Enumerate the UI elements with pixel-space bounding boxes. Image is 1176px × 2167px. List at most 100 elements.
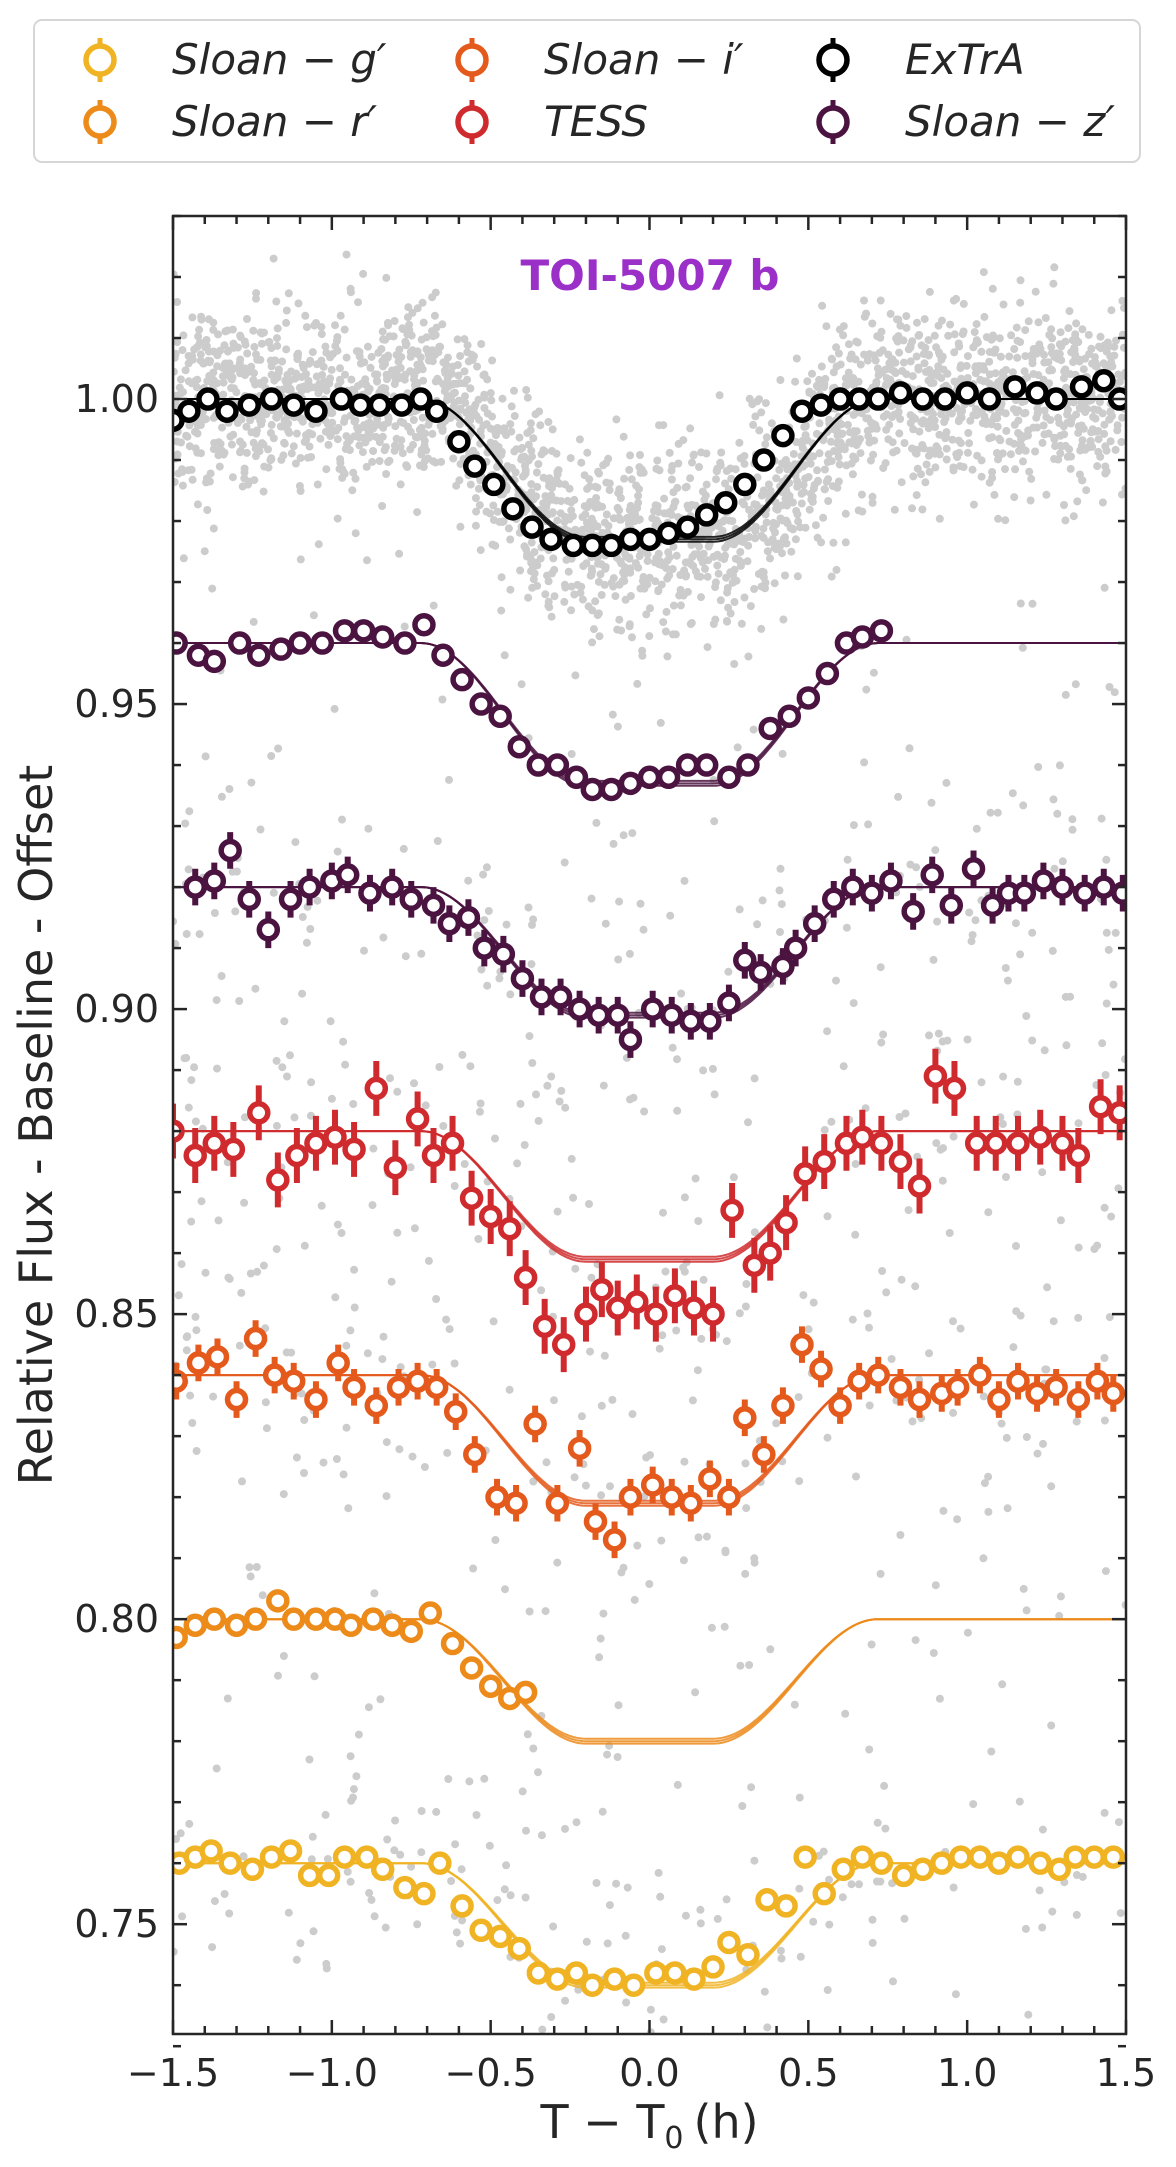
raw-data-point xyxy=(1048,334,1057,343)
raw-data-point xyxy=(181,366,190,375)
raw-data-point xyxy=(415,425,424,434)
raw-data-point xyxy=(669,488,678,497)
raw-data-point xyxy=(834,349,843,358)
raw-data-point xyxy=(266,356,275,365)
raw-data-point xyxy=(1038,1168,1047,1177)
raw-data-point xyxy=(941,414,950,423)
raw-data-point xyxy=(980,365,989,374)
binned-data-point xyxy=(335,856,360,894)
raw-data-point xyxy=(1111,928,1120,937)
raw-data-point xyxy=(1001,964,1010,972)
raw-data-point xyxy=(1016,599,1025,608)
raw-data-point xyxy=(667,466,676,475)
binned-data-point xyxy=(736,753,760,777)
raw-data-point xyxy=(735,905,744,914)
raw-data-point xyxy=(491,445,500,454)
raw-data-point xyxy=(1019,1584,1028,1593)
raw-data-point xyxy=(676,601,685,610)
binned-data-point xyxy=(259,1845,284,1869)
raw-data-point xyxy=(689,451,698,460)
raw-data-point xyxy=(525,1032,534,1041)
raw-data-point xyxy=(1060,501,1068,509)
raw-data-point xyxy=(192,383,201,392)
raw-data-point xyxy=(548,509,557,518)
raw-data-point xyxy=(1035,340,1044,349)
raw-data-point xyxy=(657,561,666,570)
binned-data-point xyxy=(1050,868,1075,906)
raw-data-point xyxy=(1041,314,1050,322)
raw-data-point xyxy=(247,778,256,787)
raw-data-point xyxy=(375,457,384,465)
raw-data-point xyxy=(911,1282,920,1291)
raw-data-point xyxy=(209,325,218,334)
raw-data-point xyxy=(626,592,635,600)
raw-data-point xyxy=(863,356,872,365)
raw-data-point xyxy=(217,792,226,801)
binned-data-point xyxy=(717,1930,741,1955)
raw-data-point xyxy=(980,1479,989,1488)
raw-data-point xyxy=(1068,815,1077,824)
raw-data-point xyxy=(969,1800,978,1809)
raw-data-point xyxy=(178,1912,187,1921)
raw-data-point xyxy=(548,425,557,434)
raw-data-point xyxy=(620,474,629,483)
raw-data-point xyxy=(449,454,458,463)
raw-data-point xyxy=(490,440,499,448)
binned-data-point xyxy=(196,387,220,411)
raw-data-point xyxy=(539,473,548,482)
raw-data-point xyxy=(326,1017,335,1026)
binned-data-point xyxy=(793,1845,817,1869)
raw-data-point xyxy=(1090,405,1098,414)
raw-data-point xyxy=(592,1879,601,1887)
raw-data-point xyxy=(730,660,739,668)
binned-data-point xyxy=(637,527,662,552)
raw-data-point xyxy=(284,385,293,394)
raw-data-point xyxy=(193,500,202,509)
raw-data-point xyxy=(939,1144,948,1153)
raw-data-point xyxy=(597,591,606,599)
raw-data-point xyxy=(382,1492,391,1501)
binned-data-point xyxy=(380,868,404,906)
raw-data-point xyxy=(206,357,215,365)
raw-data-point xyxy=(973,451,982,460)
raw-data-point xyxy=(313,896,322,905)
raw-data-point xyxy=(931,846,940,855)
raw-data-point xyxy=(971,369,980,378)
binned-data-point xyxy=(964,1115,989,1171)
raw-data-point xyxy=(267,370,276,379)
legend-label: ExTrA xyxy=(905,35,1025,84)
raw-data-point xyxy=(308,348,317,357)
raw-data-point xyxy=(876,369,885,377)
raw-data-point xyxy=(571,1264,580,1273)
raw-data-point xyxy=(280,438,289,447)
raw-data-point xyxy=(421,1101,430,1110)
raw-data-point xyxy=(612,415,621,424)
raw-data-point xyxy=(710,1090,719,1099)
raw-data-point xyxy=(443,1448,452,1457)
binned-data-point xyxy=(777,704,802,729)
raw-data-point xyxy=(672,1326,681,1335)
raw-data-point xyxy=(1019,801,1028,810)
raw-data-point xyxy=(498,394,507,403)
binned-data-point xyxy=(488,704,512,729)
raw-data-point xyxy=(813,466,822,475)
model-curve xyxy=(173,1374,1126,1507)
raw-data-point xyxy=(548,447,556,455)
raw-data-point xyxy=(1035,1886,1044,1895)
raw-data-point xyxy=(775,465,784,474)
raw-data-point xyxy=(977,347,986,356)
raw-data-point xyxy=(679,436,688,445)
raw-data-point xyxy=(952,294,961,303)
raw-data-point xyxy=(596,570,605,579)
raw-data-point xyxy=(306,925,315,933)
raw-data-point xyxy=(885,359,894,368)
raw-data-point xyxy=(585,482,594,491)
raw-data-point xyxy=(659,2015,668,2024)
raw-data-point xyxy=(640,1107,649,1116)
raw-data-point xyxy=(417,1848,426,1857)
raw-data-point xyxy=(721,551,729,560)
raw-data-point xyxy=(293,355,302,364)
raw-data-point xyxy=(827,437,836,446)
raw-data-point xyxy=(1091,362,1100,370)
raw-data-point xyxy=(646,1451,654,1460)
